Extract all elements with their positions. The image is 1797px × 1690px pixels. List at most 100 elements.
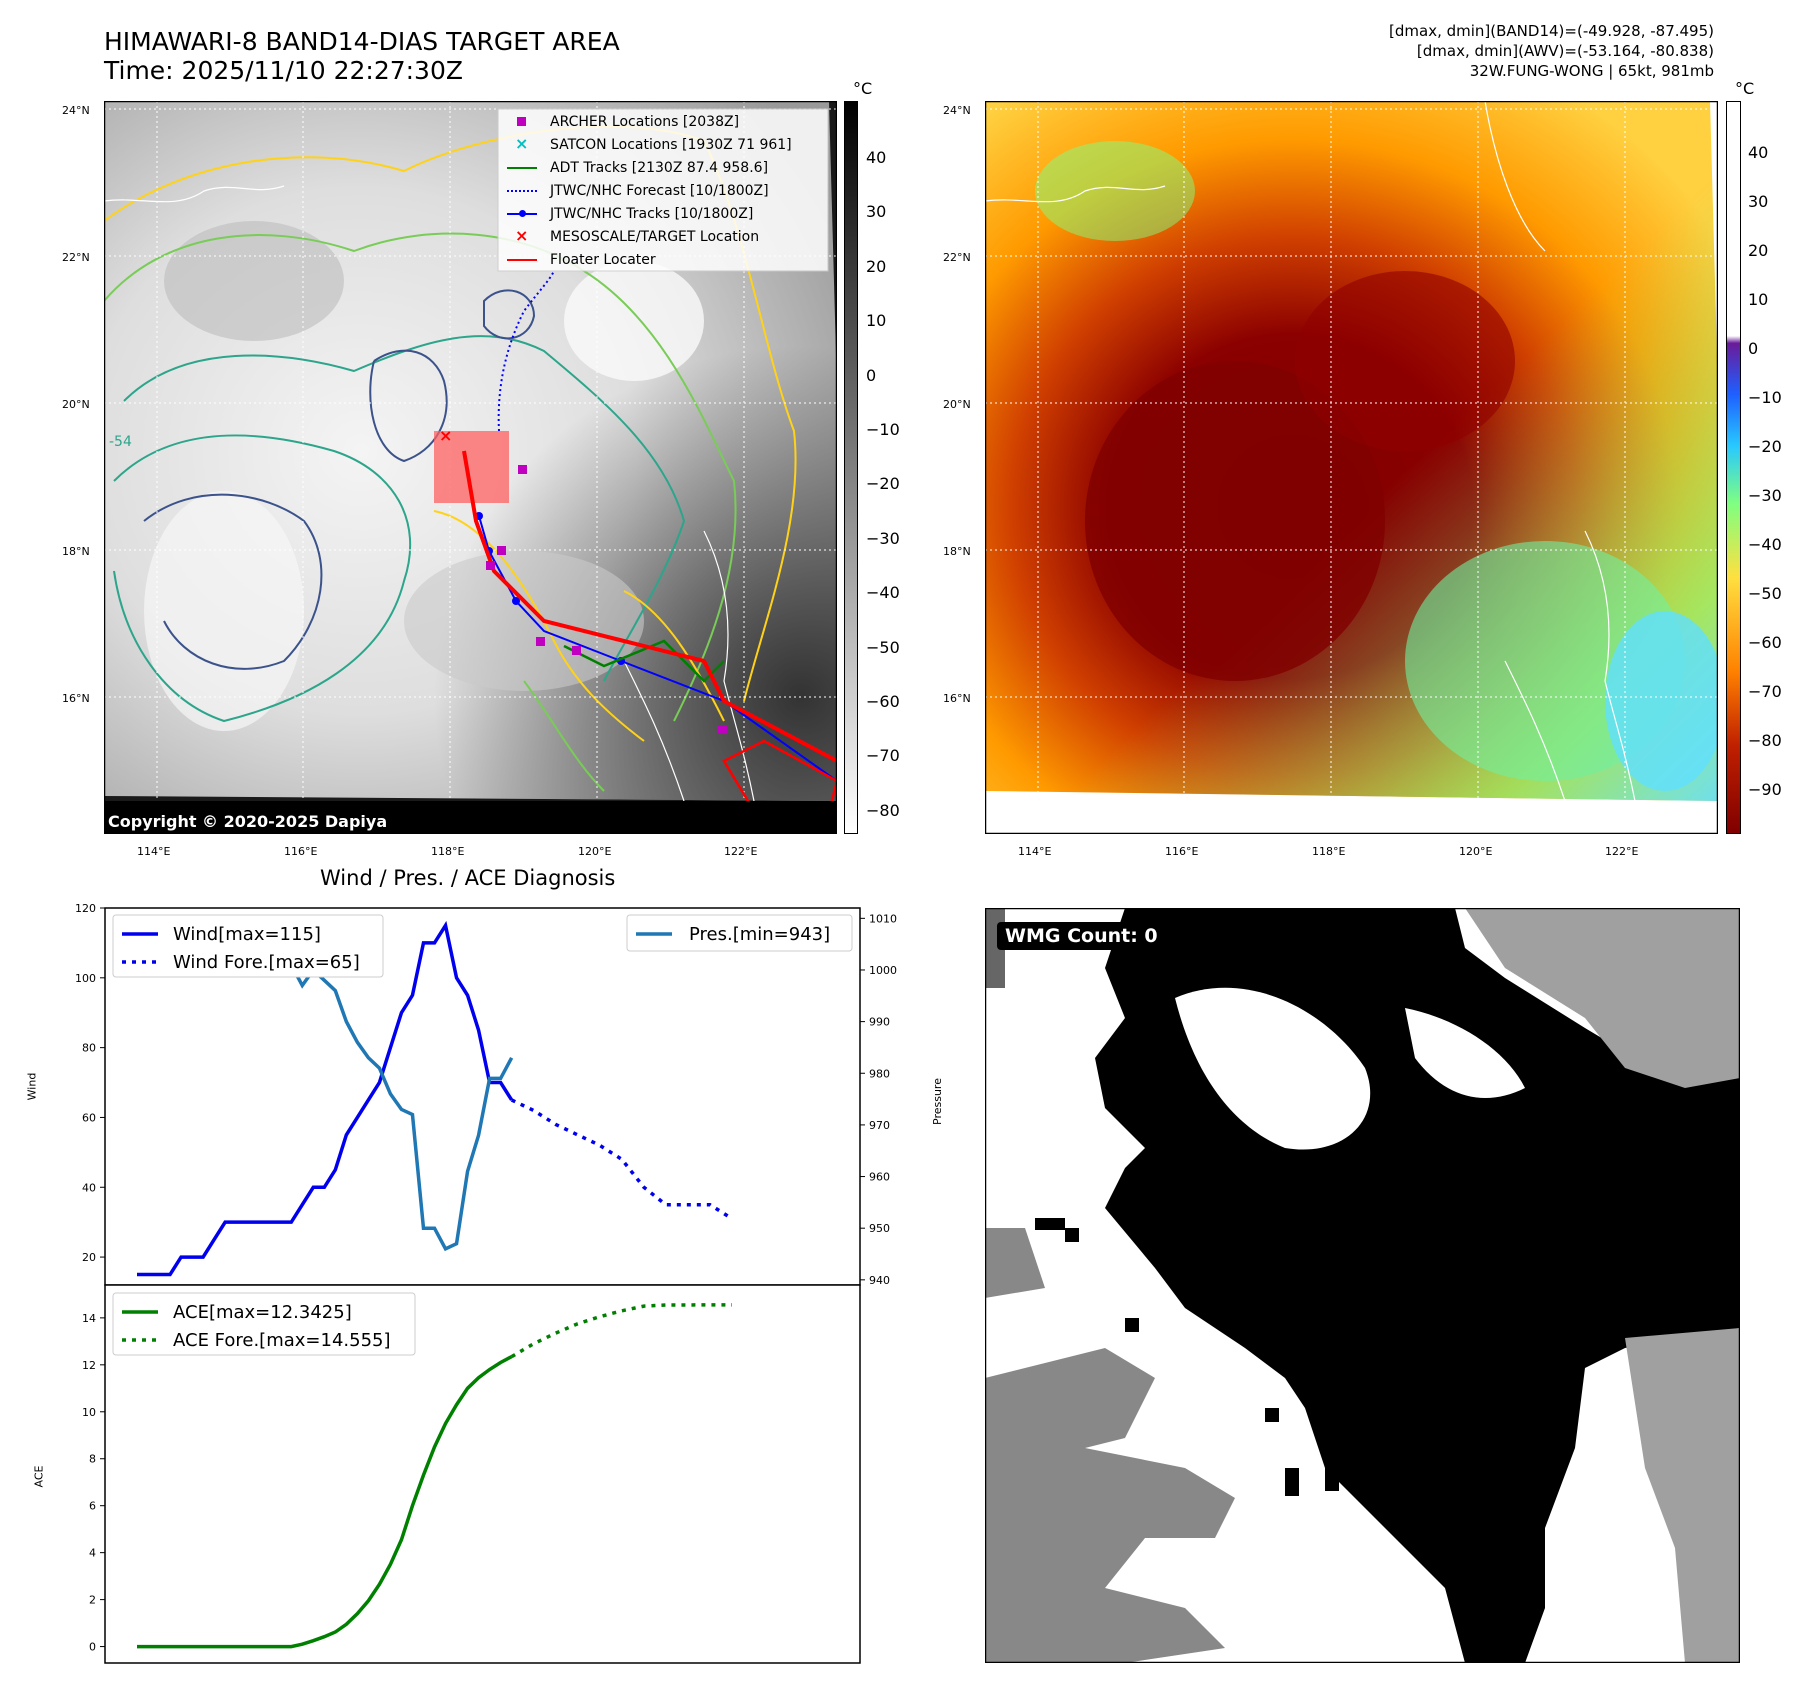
info-band14: [dmax, dmin](BAND14)=(-49.928, -87.495) (1389, 22, 1714, 40)
map-grid-right (985, 101, 1718, 834)
pressure-legend-label: Pres.[min=943] (689, 924, 830, 945)
ace-tick-label: 8 (89, 1453, 96, 1466)
colorbar-tick-label: −90 (1748, 780, 1782, 799)
lon-tick: 116°E (1165, 845, 1199, 858)
series-line-wind-fore- (510, 1098, 733, 1221)
lat-tick: 18°N (943, 545, 971, 558)
ace-tick-label: 2 (89, 1594, 96, 1607)
archer-points (486, 465, 727, 734)
wmg-gray-region-bottom (985, 1348, 1235, 1663)
x-marker-icon: × (515, 226, 529, 245)
map-frame-right (984, 100, 1719, 835)
pressure-tick-label: 980 (869, 1067, 890, 1080)
colorbar-left-ticks: 40 30 20 10 0 −10 −20 −30 −40 −50 −60 −70 −80 (866, 101, 906, 834)
coastlines-right (984, 100, 1636, 802)
ace-tick-label: 6 (89, 1500, 96, 1513)
colorbar-tick-label: 30 (1748, 192, 1769, 211)
colorbar-tick-label: 0 (1748, 339, 1759, 358)
ir-satellite-map: -54 × (103, 100, 839, 835)
copyright-bar (104, 801, 837, 834)
colorbar-tick-label: 40 (866, 148, 887, 167)
lon-tick: 122°E (1605, 845, 1639, 858)
ace-tick-label: 14 (82, 1312, 96, 1325)
colorbar-tick-label: −80 (866, 800, 900, 820)
diagnosis-title: Wind / Pres. / ACE Diagnosis (320, 866, 616, 890)
ir-map-svg: -54 × (103, 100, 839, 835)
colorbar-tick-label: 30 (866, 202, 887, 222)
lon-tick: 114°E (137, 845, 171, 858)
legend-item-archer: ARCHER Locations [2038Z] (505, 112, 825, 135)
awv-map-svg (984, 100, 1725, 835)
colorbar-tick-label: 20 (1748, 241, 1769, 260)
ace-tick-label: 10 (82, 1406, 96, 1419)
info-storm: 32W.FUNG-WONG | 65kt, 981mb (1469, 62, 1714, 80)
ace-legend-label: ACE[max=12.3425] (173, 1302, 352, 1323)
coastlines (103, 185, 755, 802)
wmg-count-badge: WMG Count: 0 (997, 922, 1166, 950)
lon-tick: 118°E (1312, 845, 1346, 858)
legend-item-satcon: × SATCON Locations [1930Z 71 961] (515, 134, 792, 153)
pressure-tick-label: 960 (869, 1171, 890, 1184)
wind-tick-label: 80 (82, 1042, 96, 1055)
colorbar-tick-label: −30 (866, 528, 900, 548)
lat-tick: 16°N (62, 692, 90, 705)
lon-tick: 116°E (284, 845, 318, 858)
map-frame (103, 100, 838, 835)
figure-time: Time: 2025/11/10 22:27:30Z (104, 56, 463, 85)
lat-tick: 24°N (943, 104, 971, 117)
contour-label: -54 (109, 434, 132, 450)
lat-tick: 20°N (943, 398, 971, 411)
legend-item-adt: ADT Tracks [2130Z 87.4 958.6] (505, 158, 825, 181)
figure-title: HIMAWARI-8 BAND14-DIAS TARGET AREA (104, 27, 620, 56)
square-marker-icon (517, 117, 526, 126)
wmg-panel (984, 907, 1741, 1664)
awv-map (984, 100, 1725, 835)
copyright-text: Copyright © 2020-2025 Dapiya (108, 812, 388, 831)
colorbar-left (844, 101, 858, 834)
wind-legend-box (112, 914, 384, 978)
ace-tick-label: 4 (89, 1547, 96, 1560)
lon-tick: 122°E (724, 845, 758, 858)
wmg-gray-region-top (1465, 908, 1740, 1088)
colorbar-unit-left: °C (853, 79, 873, 98)
wind-fore-legend-label: Wind Fore.[max=65] (173, 952, 360, 973)
colorbar-tick-label: 10 (866, 311, 887, 331)
x-marker-icon: × (515, 134, 529, 153)
colorbar-tick-label: −10 (866, 420, 900, 439)
wmg-frame (984, 907, 1741, 1664)
lon-tick: 118°E (431, 845, 465, 858)
colorbar-unit-right: °C (1735, 79, 1755, 98)
legend-entries: ARCHER Locations [2038Z] × SATCON Locati… (505, 112, 825, 273)
series-line-wind (137, 920, 514, 1277)
info-awv: [dmax, dmin](AWV)=(-53.164, -80.838) (1416, 42, 1714, 60)
colorbar-tick-label: −40 (866, 583, 900, 603)
colorbar-tick-label: 20 (866, 256, 887, 276)
pressure-legend-box (626, 914, 853, 952)
pressure-tick-label: 1000 (869, 964, 897, 977)
series-line-ace (137, 1355, 513, 1649)
colorbar-tick-label: −80 (1748, 731, 1782, 750)
lat-tick: 20°N (62, 398, 90, 411)
colorbar-tick-label: 10 (1748, 290, 1769, 309)
line-marker-icon (507, 167, 537, 169)
colorbar-tick-label: 0 (866, 365, 877, 385)
map-legend (497, 108, 829, 272)
legend-item-floater: Floater Locater (505, 250, 825, 273)
lat-tick: 22°N (62, 251, 90, 264)
colorbar-tick-label: −10 (1748, 388, 1782, 407)
lat-tick: 22°N (943, 251, 971, 264)
colorbar-right-ticks: 40 30 20 10 0 −10 −20 −30 −40 −50 −60 −70 −80 −90 (1748, 101, 1788, 834)
ace-fore-legend-label: ACE Fore.[max=14.555] (173, 1330, 391, 1351)
colorbar-tick-label: −70 (1748, 682, 1782, 701)
colorbar-tick-label: −50 (866, 637, 900, 657)
legend-item-target: × MESOSCALE/TARGET Location (515, 226, 760, 245)
wind-tick-label: 60 (82, 1111, 96, 1124)
pressure-tick-label: 940 (869, 1274, 890, 1287)
series-line-ace-fore- (510, 1303, 732, 1359)
lat-tick: 24°N (62, 104, 90, 117)
forecast-track (497, 270, 555, 432)
colorbar-right (1726, 101, 1741, 834)
colorbar-tick-label: −30 (1748, 486, 1782, 505)
lat-tick: 18°N (62, 545, 90, 558)
